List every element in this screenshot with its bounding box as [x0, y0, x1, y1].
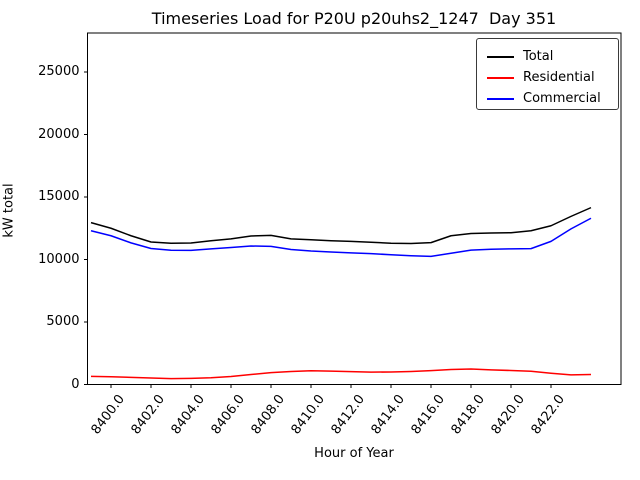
- total-line-sample: [487, 55, 514, 58]
- legend-label-total: Total: [523, 49, 554, 64]
- chart-title: Timeseries Load for P20U p20uhs2_1247 Da…: [151, 9, 557, 28]
- residential-line-sample: [487, 76, 514, 79]
- y-tick-label: 0: [71, 376, 80, 392]
- line-commercial: [90, 217, 592, 258]
- legend-item-total: Total: [487, 46, 618, 67]
- plot-frame: [87, 32, 622, 385]
- x-axis-label: Hour of Year: [314, 446, 394, 461]
- y-tick-label: 10000: [38, 251, 80, 267]
- y-tick-label: 20000: [38, 126, 80, 142]
- y-tick-label: 15000: [38, 189, 80, 204]
- y-tick-label: 5000: [46, 314, 80, 329]
- legend-item-commercial: Commercial: [487, 88, 618, 109]
- commercial-line-sample: [487, 97, 514, 100]
- legend: Total Residential Commercial: [476, 38, 619, 110]
- y-tick-label: 25000: [38, 64, 80, 79]
- line-residential: [90, 368, 592, 380]
- legend-item-residential: Residential: [487, 67, 618, 88]
- legend-label-residential: Residential: [523, 70, 595, 85]
- line-total: [90, 206, 592, 245]
- y-axis-label: kW total: [1, 183, 17, 238]
- legend-label-commercial: Commercial: [523, 91, 601, 106]
